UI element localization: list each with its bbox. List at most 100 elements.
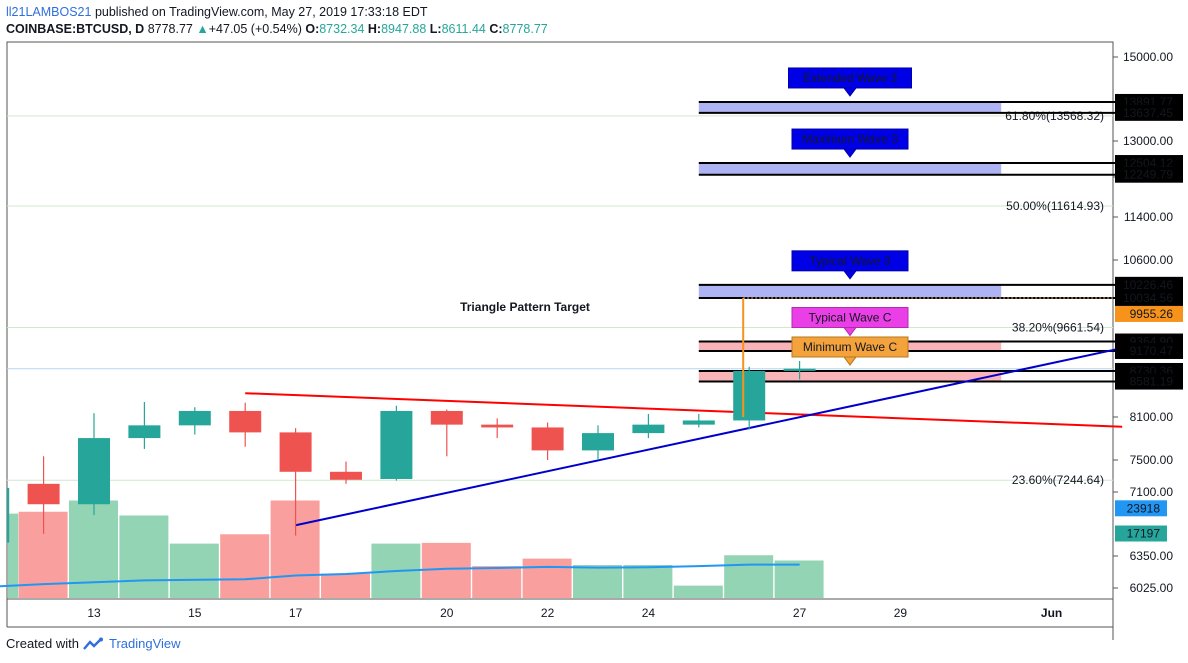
wave-zone	[698, 284, 1002, 298]
low-label: L:	[429, 22, 442, 36]
volume-bar	[220, 534, 270, 598]
wave-label-pointer	[843, 327, 857, 337]
low-value: 8611.44	[441, 22, 486, 36]
chart-header: ll21LAMBOS21 published on TradingView.co…	[6, 4, 548, 38]
ohlc-line: COINBASE:BTCUSD, D 8778.77 ▲+47.05 (+0.5…	[6, 21, 548, 38]
volume-bar	[673, 585, 723, 598]
volume-bar	[119, 515, 169, 598]
symbol-label: COINBASE:BTCUSD, D	[6, 22, 145, 36]
candle-body	[229, 410, 262, 433]
wave-label-text: Maximum Wave 3	[802, 132, 898, 146]
high-label: H:	[367, 22, 382, 36]
level-badge-label: 10226.46	[1123, 278, 1173, 292]
x-tick-label: 13	[87, 606, 101, 620]
up-arrow-icon: ▲	[196, 22, 209, 36]
volume-bar	[472, 566, 522, 598]
volume-bar	[573, 565, 622, 598]
publish-line: ll21LAMBOS21 published on TradingView.co…	[6, 4, 548, 21]
candle-body	[178, 410, 211, 426]
wave-label-text: Typical Wave C	[809, 311, 892, 325]
candle-body	[582, 433, 614, 451]
wave-label-text: Typical Wave 3	[810, 254, 891, 268]
fib-label: 38.20%(9661.54)	[1012, 320, 1104, 334]
candle-body	[128, 425, 161, 439]
level-badge-label: 12249.79	[1123, 168, 1173, 182]
wave-label-text: Minimum Wave C	[803, 340, 898, 354]
y-tick-label: 6025.00	[1130, 581, 1174, 595]
volume-moving-average	[0, 563, 800, 588]
wave-label-pointer	[843, 356, 857, 366]
candle-body	[733, 371, 766, 421]
wave-zone	[698, 101, 1002, 113]
candle-body	[27, 483, 60, 505]
y-tick-label: 7500.00	[1130, 453, 1174, 467]
volume-bar	[724, 555, 774, 598]
x-tick-label: 22	[541, 606, 555, 620]
last-price-badge	[1115, 305, 1183, 322]
tradingview-brand-link[interactable]: TradingView	[108, 636, 181, 651]
wave-label-pointer	[843, 270, 857, 280]
support-trendline	[295, 347, 1123, 527]
volume-badge	[1115, 500, 1167, 517]
y-tick-label: 7100.00	[1130, 485, 1174, 499]
candle-body	[481, 424, 514, 428]
x-tick-label: 15	[188, 606, 202, 620]
price-change: +47.05 (+0.54%)	[208, 22, 302, 36]
volume-bar	[169, 543, 219, 598]
y-tick-label: 13000.00	[1123, 134, 1173, 148]
x-tick-label: 17	[289, 606, 303, 620]
level-badge	[1115, 166, 1183, 183]
level-badge	[1115, 373, 1183, 390]
high-value: 8947.88	[381, 22, 427, 36]
volume-bar	[8, 513, 19, 598]
candle-body	[279, 432, 312, 472]
level-badge-label: 12504.12	[1123, 156, 1173, 170]
candle-body	[78, 438, 110, 505]
volume-bar	[774, 560, 824, 598]
level-badge-label: 8581.19	[1130, 375, 1174, 389]
y-tick-label: 8100.00	[1130, 410, 1174, 424]
wave-label-pointer	[843, 87, 857, 97]
level-badge	[1115, 342, 1183, 359]
chart-title: Triangle Pattern Target	[460, 300, 590, 314]
candle-body	[330, 471, 362, 480]
published-text: published on TradingView.com, May 27, 20…	[91, 5, 428, 19]
wave-zone	[698, 163, 1002, 175]
volume-bar	[321, 573, 370, 598]
x-tick-label: 29	[894, 606, 908, 620]
y-tick-label: 15000.00	[1123, 50, 1173, 64]
volume-badge	[1115, 525, 1167, 542]
candle-body	[531, 427, 564, 451]
tradingview-logo-icon	[83, 637, 103, 650]
last-price-badge-label: 9955.26	[1130, 307, 1174, 321]
y-tick-label: 11400.00	[1124, 210, 1173, 224]
open-label: O:	[305, 22, 320, 36]
open-value: 8732.34	[319, 22, 365, 36]
wave-zone	[698, 370, 1002, 382]
candle-body	[632, 424, 665, 434]
level-badge	[1115, 289, 1183, 306]
footer: Created with TradingView	[6, 636, 181, 651]
level-badge	[1115, 276, 1183, 293]
publisher-name[interactable]: ll21LAMBOS21	[6, 5, 92, 19]
x-tick-label: 24	[642, 606, 656, 620]
candle-body	[7, 487, 10, 543]
level-badge-label: 10034.56	[1123, 291, 1173, 305]
x-tick-label: 20	[440, 606, 454, 620]
level-badge-label: 13637.45	[1123, 106, 1173, 120]
resistance-trendline	[245, 392, 1123, 428]
fib-label: 50.00%(11614.93)	[1006, 199, 1104, 213]
y-tick-label: 10600.00	[1123, 253, 1173, 267]
wave-label-text: Extended Wave 3	[803, 71, 898, 85]
plot-area	[6, 41, 1114, 600]
candle-body	[380, 410, 413, 479]
volume-bar	[522, 558, 572, 598]
x-tick-label: 27	[793, 606, 807, 620]
candle-body	[682, 420, 715, 425]
level-badge	[1115, 104, 1183, 121]
candle-body	[783, 368, 816, 371]
level-badge-label: 9170.47	[1130, 344, 1174, 358]
fib-label: 23.60%(7244.64)	[1012, 473, 1104, 487]
fib-label: 61.80%(13568.32)	[1005, 109, 1104, 123]
